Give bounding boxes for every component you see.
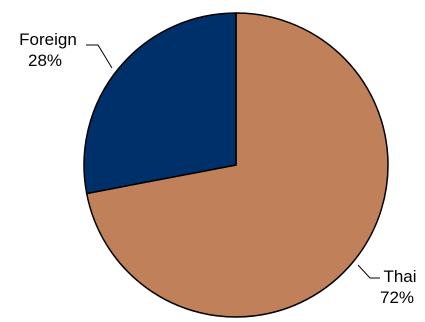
pie-slice-foreign [83,12,237,195]
label-thai-value: 72% [380,288,414,307]
leader-line-thai [357,264,380,279]
pie-slice-thai [85,12,389,318]
leader-line-foreign [86,44,113,69]
label-foreign-category: Foreign [19,30,77,49]
pie-slices [83,12,389,318]
label-thai-category: Thai [383,267,416,286]
label-foreign-value: 28% [28,51,62,70]
leader-lines [86,44,380,279]
data-labels: Foreign 28% Thai 72% [19,30,416,307]
